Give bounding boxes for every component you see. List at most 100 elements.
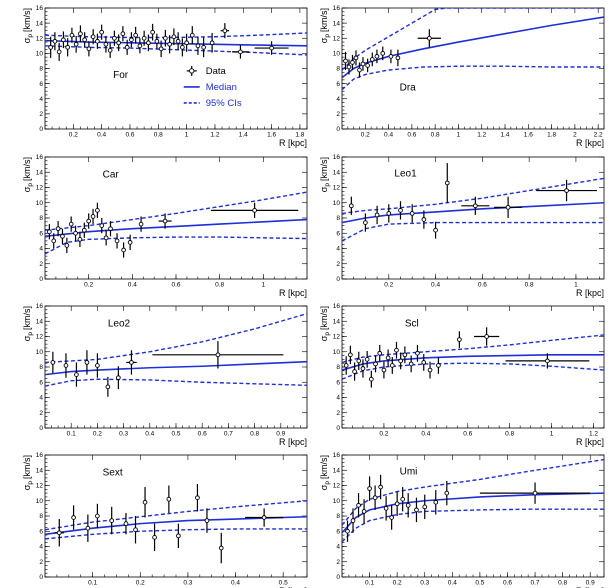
y-tick-label: 8	[336, 66, 340, 73]
data-marker	[61, 37, 66, 43]
data-marker	[353, 55, 359, 61]
data-point	[114, 233, 120, 249]
data-point	[138, 216, 144, 232]
data-point	[150, 23, 155, 41]
y-tick-label: 10	[333, 51, 341, 58]
data-marker	[345, 528, 350, 534]
median-line	[45, 360, 307, 376]
x-tick-label: 2	[573, 132, 577, 139]
data-point	[108, 221, 113, 237]
data-marker	[505, 204, 511, 210]
data-marker	[138, 221, 144, 227]
panel-sext: 0 2 4 6 8 10 12 14 16 0.1 0.2 0.3 0.4 0.5R [kpc] σp[km…	[22, 452, 308, 588]
data-marker	[103, 235, 109, 241]
data-marker	[195, 43, 201, 49]
data-point	[99, 218, 105, 234]
panel-name: Sext	[103, 468, 123, 479]
y-tick-label: 6	[39, 230, 43, 237]
data-point	[142, 487, 148, 518]
panel-name: Scl	[405, 319, 419, 330]
data-point	[86, 213, 92, 229]
data-point	[109, 506, 115, 535]
y-tick-label: 0	[39, 574, 43, 581]
y-tick-label: 10	[333, 200, 341, 207]
data-point	[146, 34, 151, 52]
y-tick-label: 4	[39, 246, 43, 253]
data-point	[536, 179, 597, 202]
data-marker	[204, 518, 210, 523]
data-point	[163, 29, 168, 47]
x-tick-label: 1	[574, 282, 578, 289]
model-curves	[342, 458, 604, 543]
data-marker	[48, 44, 54, 50]
data-marker	[129, 360, 134, 365]
data-marker	[209, 40, 215, 46]
data-point	[433, 221, 438, 239]
data-marker	[116, 40, 121, 46]
data-point	[95, 33, 100, 49]
data-marker	[365, 63, 370, 68]
x-tick-label: 0.7	[531, 580, 540, 587]
data-marker	[414, 507, 419, 513]
data-marker	[120, 31, 126, 37]
y-tick-label: 14	[333, 318, 341, 325]
data-marker	[175, 38, 181, 44]
x-tick-label: 0.9	[586, 580, 595, 587]
data-marker	[55, 226, 61, 232]
ci-upper-line	[45, 312, 307, 364]
data-marker	[77, 237, 83, 242]
data-point	[389, 357, 395, 374]
data-point	[52, 32, 58, 51]
y-tick-label: 8	[336, 364, 340, 371]
y-axis-title: σp[km/s]	[22, 306, 34, 341]
x-axis-title: R [kpc]	[576, 288, 604, 298]
data-marker	[532, 490, 538, 496]
ci-upper-line	[342, 458, 604, 526]
data-marker	[374, 54, 380, 59]
x-tick-label: 0.6	[478, 282, 487, 289]
y-tick-label: 4	[39, 395, 43, 402]
panel-for: 0 2 4 6 8 10 12 14 16 0.2 0.4 0.6 0.8 1 1.2 1.4 1.6 1.8R …	[22, 5, 308, 148]
data-marker	[484, 334, 489, 339]
y-tick-label: 0	[39, 276, 43, 283]
y-tick-label: 8	[39, 215, 43, 222]
y-tick-label: 2	[39, 410, 43, 417]
data-point	[51, 233, 57, 249]
data-point	[374, 49, 380, 64]
x-tick-label: 0.4	[231, 580, 240, 587]
data-point	[204, 508, 210, 533]
data-marker	[356, 502, 361, 508]
data-point	[124, 39, 130, 55]
data-marker	[356, 358, 362, 364]
x-axis-title: R [kpc]	[279, 586, 307, 588]
data-point	[385, 349, 391, 367]
x-tick-label: 1.2	[589, 431, 598, 438]
data-point	[461, 196, 490, 215]
y-tick-label: 0	[39, 126, 43, 133]
data-marker	[123, 521, 129, 526]
ci-lower-line	[45, 528, 307, 540]
y-axis-title: σp[km/s]	[319, 455, 331, 490]
y-tick-label: 4	[336, 395, 340, 402]
ci-lower-line	[342, 508, 604, 543]
y-tick-label: 14	[333, 467, 341, 474]
data-marker	[129, 37, 134, 43]
y-tick-label: 2	[39, 111, 43, 118]
data-points	[349, 163, 597, 239]
x-tick-label: 1	[457, 132, 461, 139]
x-tick-label: 0.6	[125, 132, 134, 139]
x-tick-label: 0.2	[361, 132, 370, 139]
y-tick-label: 16	[36, 452, 44, 459]
x-tick-label: 1	[185, 132, 189, 139]
y-tick-label: 10	[333, 498, 341, 505]
x-tick-label: 1.2	[477, 132, 486, 139]
data-marker	[78, 31, 83, 37]
ci-lower-line	[342, 65, 604, 91]
y-tick-label: 16	[36, 154, 44, 161]
data-marker	[421, 360, 427, 365]
data-point	[95, 503, 100, 529]
data-marker	[50, 360, 56, 365]
data-marker	[116, 375, 121, 381]
data-marker	[99, 223, 105, 228]
data-marker	[409, 211, 415, 216]
